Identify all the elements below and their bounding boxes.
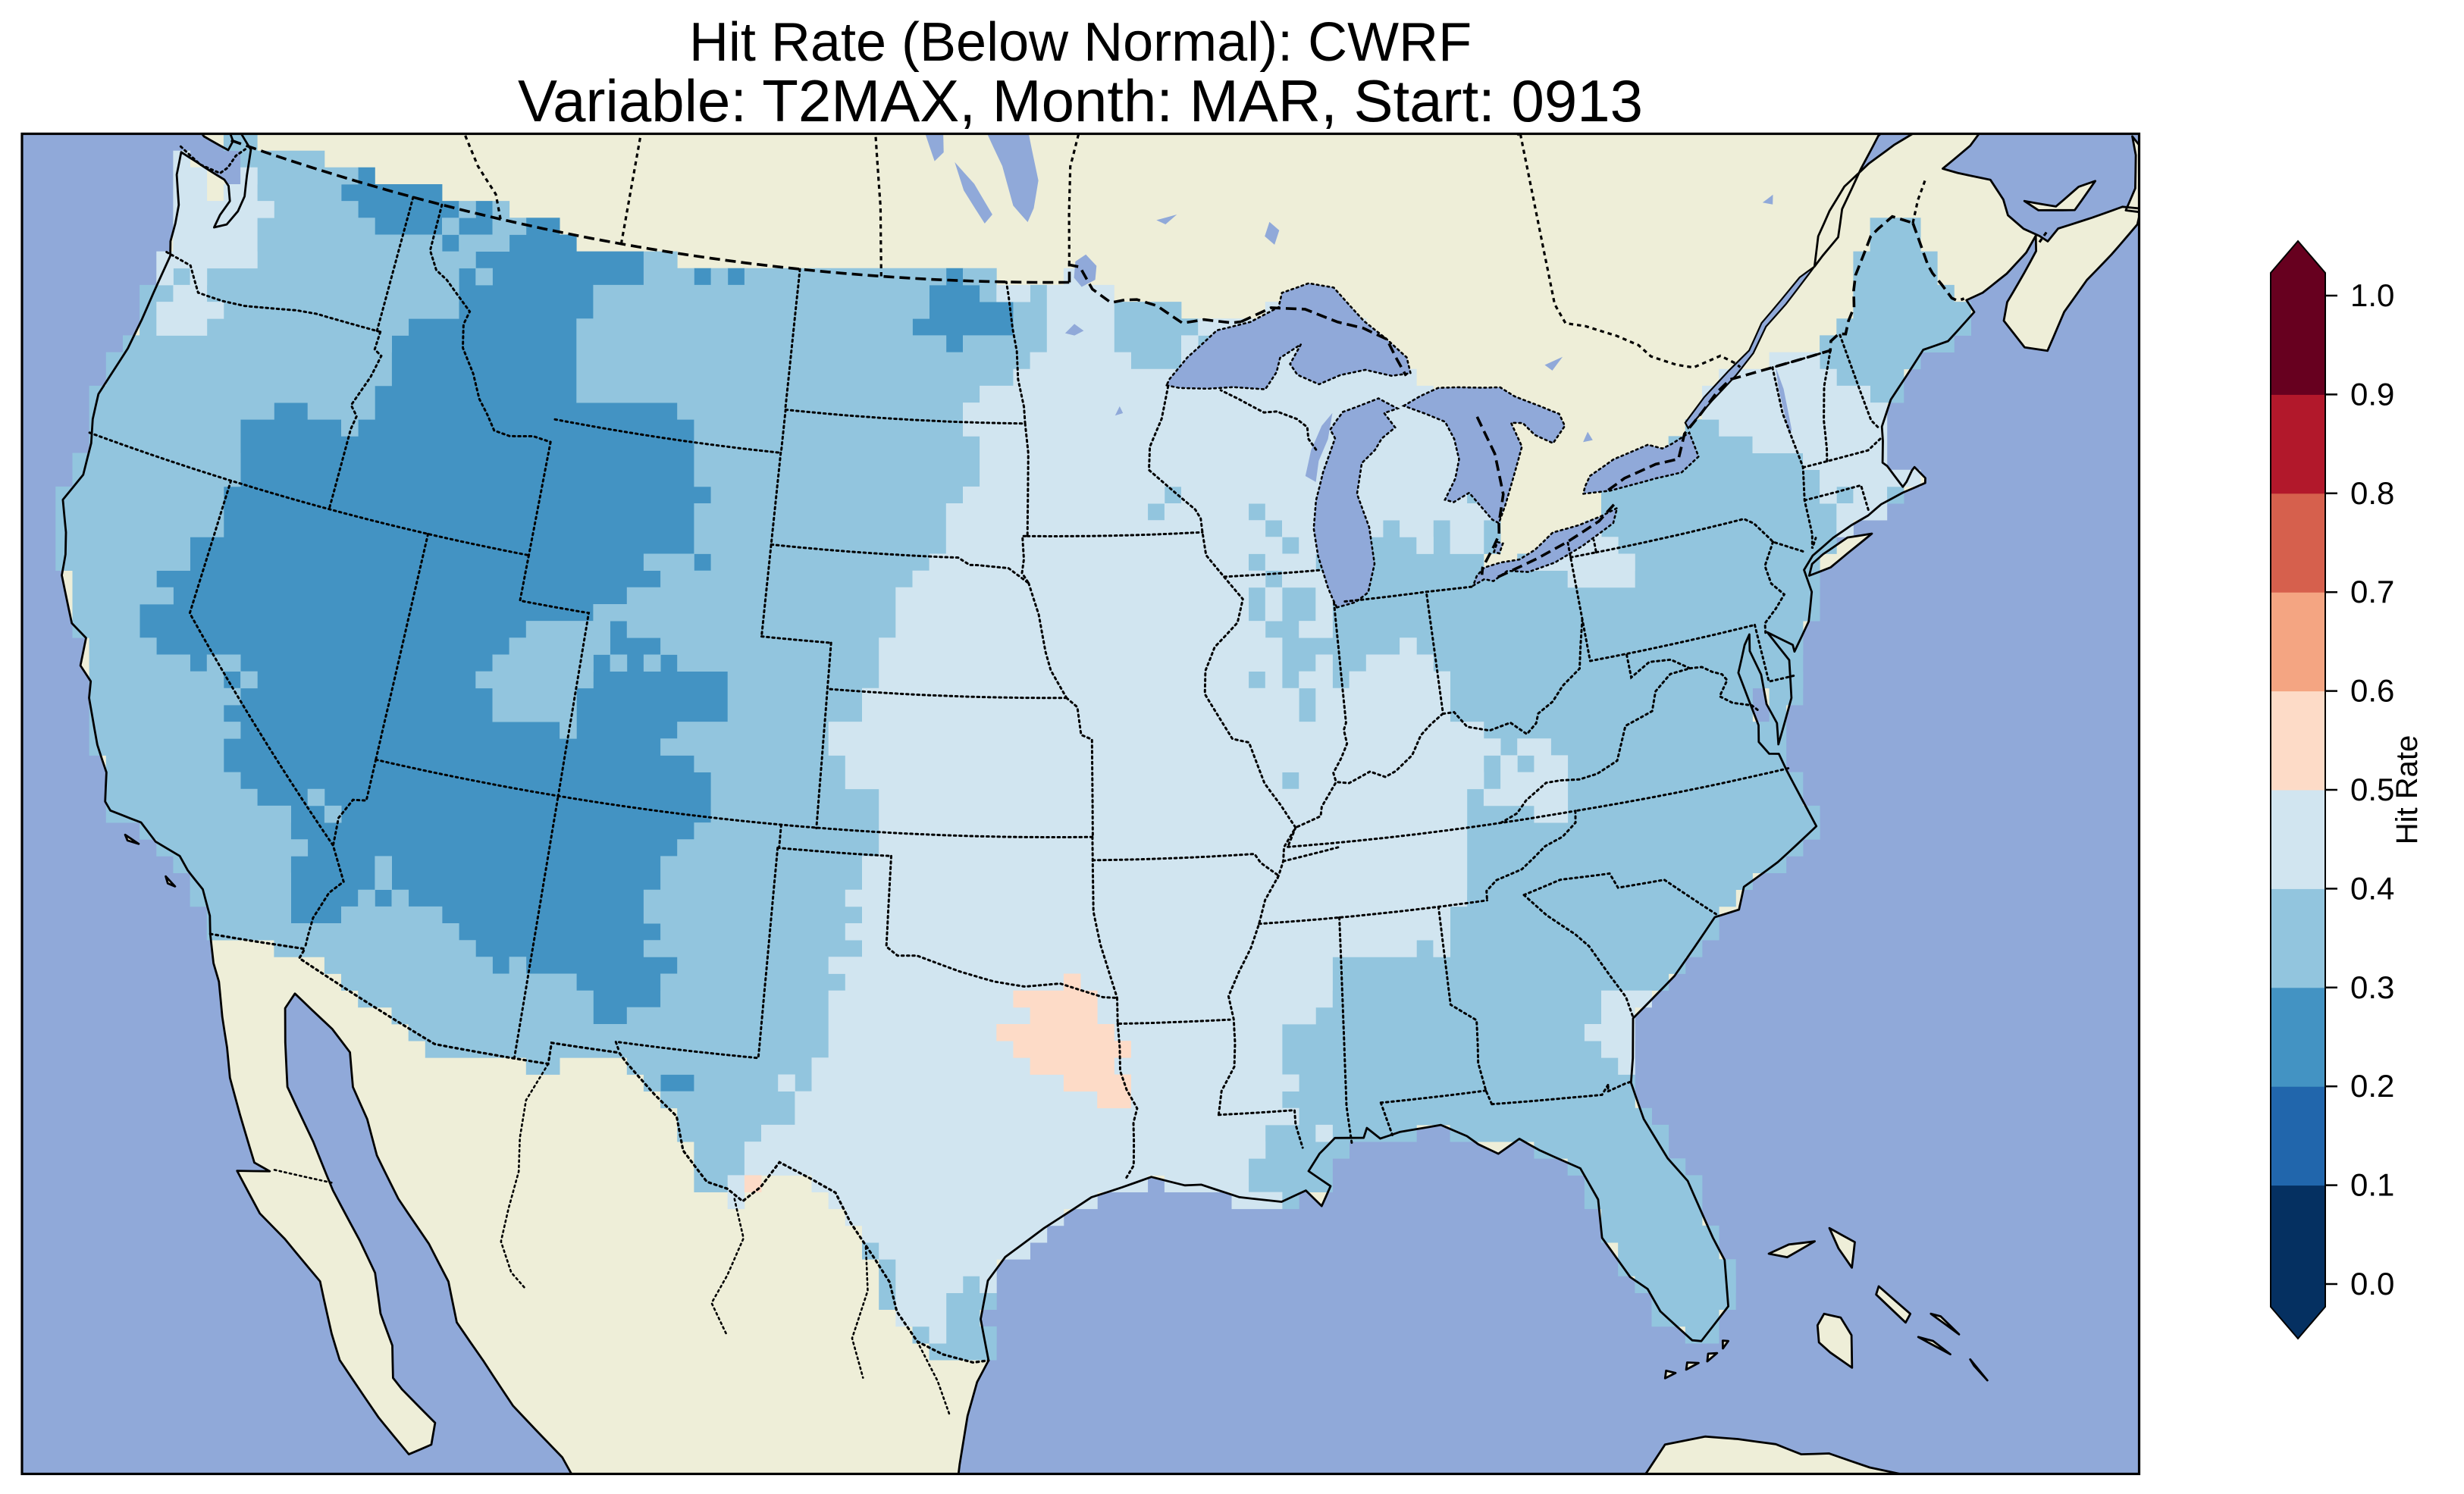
svg-text:0.3: 0.3 [2350, 969, 2394, 1005]
svg-text:0.0: 0.0 [2350, 1266, 2394, 1301]
svg-text:0.8: 0.8 [2350, 475, 2394, 511]
svg-text:1.0: 1.0 [2350, 277, 2394, 313]
svg-text:0.9: 0.9 [2350, 376, 2394, 412]
svg-text:0.1: 0.1 [2350, 1167, 2394, 1203]
svg-text:0.2: 0.2 [2350, 1068, 2394, 1104]
svg-text:0.7: 0.7 [2350, 574, 2394, 609]
svg-text:0.6: 0.6 [2350, 673, 2394, 709]
svg-text:0.4: 0.4 [2350, 870, 2394, 906]
svg-text:Hit Rate: Hit Rate [2390, 735, 2424, 845]
svg-text:0.5: 0.5 [2350, 772, 2394, 807]
